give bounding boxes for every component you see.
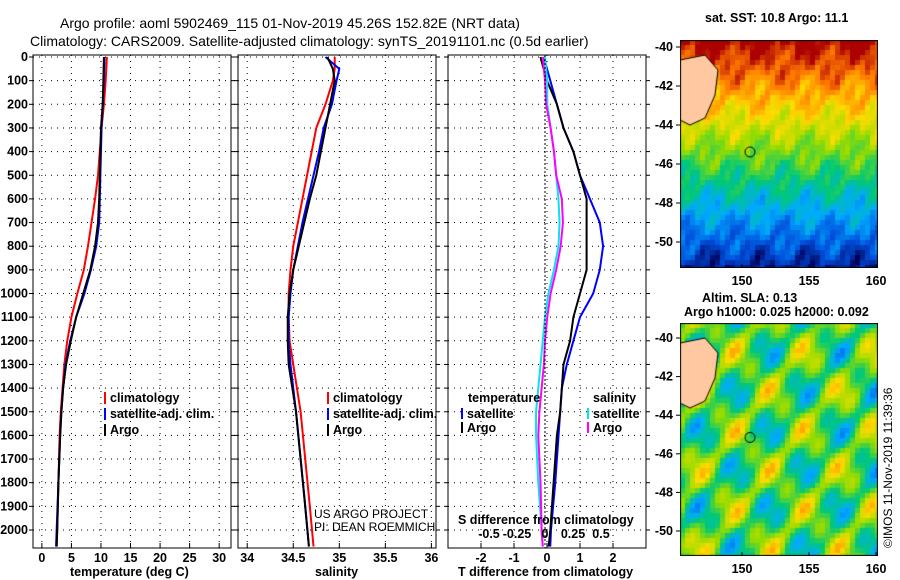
timestamp: ©IMOS 11-Nov-2019 11:39:36	[881, 387, 895, 548]
salinity-xlabel: salinity	[315, 565, 358, 579]
depth-tick-label: 700	[7, 216, 28, 230]
legend-label-argo: Argo	[467, 421, 497, 435]
pi-annotation: PI: DEAN ROEMMICH	[314, 520, 435, 534]
x-tick-label: 10	[94, 551, 108, 565]
sla-map-image	[680, 323, 878, 556]
tdiff-xlabel: T difference from climatology	[458, 565, 633, 579]
map-lat-label: -46	[655, 157, 673, 171]
sst-map-image	[680, 40, 878, 268]
x-tick-label: 25	[183, 551, 197, 565]
s-tick-label: 0.5	[592, 527, 609, 541]
sla-map-title1: Altim. SLA: 0.13	[702, 291, 797, 305]
series-line-climatology	[287, 57, 336, 547]
legend-label-satellite: satellite	[593, 407, 640, 421]
x-tick-label: 0	[38, 551, 45, 565]
depth-tick-label: 0	[21, 50, 28, 64]
legend-salinity-title: salinity	[593, 391, 636, 405]
map-lon-label: 155	[799, 562, 820, 576]
legend-label-satellite: satellite	[467, 407, 514, 421]
x-tick-label: -2	[475, 551, 486, 565]
sst-map-title: sat. SST: 10.8 Argo: 11.1	[705, 11, 848, 25]
x-tick-label: 20	[153, 551, 167, 565]
depth-tick-label: 400	[7, 145, 28, 159]
legend-label-argo: Argo	[593, 421, 623, 435]
title-line2: Climatology: CARS2009. Satellite-adjuste…	[30, 33, 588, 49]
sla-map-title2: Argo h1000: 0.025 h2000: 0.092	[684, 305, 869, 319]
map-lon-label: 160	[866, 274, 887, 288]
x-tick-label: 30	[212, 551, 226, 565]
x-tick-label: 36	[424, 551, 438, 565]
x-tick-label: 0	[544, 551, 551, 565]
map-lat-label: -50	[655, 524, 673, 538]
depth-tick-label: 2000	[0, 523, 28, 537]
depth-tick-label: 900	[7, 263, 28, 277]
legend-label-climatology: climatology	[333, 391, 403, 405]
project-annotation: US ARGO PROJECT	[314, 507, 429, 521]
x-tick-label: 15	[124, 551, 138, 565]
legend-label-climatology: climatology	[110, 391, 180, 405]
s-tick-label: 0.25	[561, 527, 585, 541]
map-lat-label: -48	[655, 196, 673, 210]
x-tick-label: 34	[240, 551, 254, 565]
x-tick-label: 35	[332, 551, 346, 565]
x-tick-label: -1	[508, 551, 519, 565]
map-lat-label: -40	[655, 40, 673, 54]
depth-tick-label: 1400	[0, 381, 28, 395]
depth-tick-label: 500	[7, 168, 28, 182]
depth-tick-label: 800	[7, 239, 28, 253]
temperature-xlabel: temperature (deg C)	[70, 565, 189, 579]
legend-label-satellite: satellite-adj. clim.	[333, 407, 437, 421]
depth-tick-label: 1200	[0, 334, 28, 348]
depth-tick-label: 1800	[0, 476, 28, 490]
series-line-s-argo	[537, 56, 564, 547]
map-lon-label: 150	[732, 274, 753, 288]
map-lat-label: -44	[655, 118, 673, 132]
plot-frame-temperature	[32, 54, 232, 549]
series-line-satellite-adj-clim-	[287, 56, 341, 547]
series-line-t-satellite	[542, 56, 605, 547]
map-lon-label: 150	[732, 562, 753, 576]
s-tick-label: -0.5	[478, 527, 500, 541]
map-lat-label: -44	[655, 408, 673, 422]
s-tick-label: 0	[542, 527, 549, 541]
depth-tick-label: 1500	[0, 405, 28, 419]
depth-tick-label: 200	[7, 97, 28, 111]
map-lat-label: -48	[655, 485, 673, 499]
depth-tick-label: 1100	[1, 310, 28, 324]
legend-temperature-title: temperature	[468, 391, 540, 405]
depth-tick-label: 1900	[0, 499, 28, 513]
plot-frame-salinity	[237, 54, 437, 549]
map-lon-label: 160	[866, 562, 887, 576]
map-lat-label: -50	[655, 235, 673, 249]
x-tick-label: 5	[68, 551, 75, 565]
x-tick-label: 2	[610, 551, 617, 565]
series-line-t-argo	[539, 56, 588, 547]
depth-tick-label: 1300	[0, 357, 28, 371]
map-lat-label: -40	[655, 331, 673, 345]
depth-tick-label: 300	[7, 121, 28, 135]
depth-tick-label: 1600	[0, 428, 28, 442]
map-lat-label: -46	[655, 447, 673, 461]
map-lon-label: 155	[799, 274, 820, 288]
series-line-argo	[55, 56, 105, 547]
legend-label-argo: Argo	[333, 423, 363, 437]
depth-tick-label: 100	[7, 74, 28, 88]
map-lat-label: -42	[655, 370, 673, 384]
map-lat-label: -42	[655, 79, 673, 93]
series-line-argo	[286, 56, 336, 547]
depth-tick-label: 1700	[0, 452, 28, 466]
s-tick-label: -0.25	[503, 527, 532, 541]
depth-tick-label: 1000	[0, 287, 28, 301]
x-tick-label: 34.5	[281, 551, 305, 565]
title-line1: Argo profile: aoml 5902469_115 01-Nov-20…	[60, 15, 520, 31]
sdiff-label: S difference from climatology	[458, 513, 634, 527]
legend-label-argo: Argo	[110, 423, 140, 437]
legend-label-satellite: satellite-adj. clim.	[110, 407, 214, 421]
x-tick-label: 1	[577, 551, 584, 565]
x-tick-label: 35.5	[373, 551, 397, 565]
depth-tick-label: 600	[7, 192, 28, 206]
